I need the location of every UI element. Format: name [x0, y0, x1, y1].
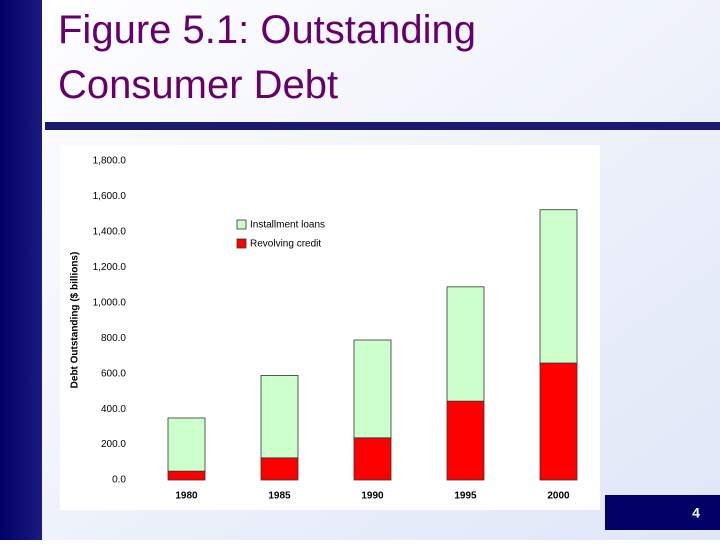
x-tick-label: 1985: [268, 491, 291, 502]
legend-swatch: [236, 219, 247, 230]
page-number-box: [605, 495, 720, 530]
bar-segment: [353, 437, 392, 481]
bar-segment: [167, 470, 206, 481]
y-tick-label: 1,400.0: [93, 227, 127, 238]
legend-swatch: [236, 238, 247, 249]
x-tick-label: 1990: [361, 491, 384, 502]
plot-area: [60, 145, 600, 510]
bar-segment: [446, 400, 485, 481]
y-tick-label: 400.0: [101, 404, 126, 415]
y-axis-label: Debt Outstanding ($ billions): [70, 252, 81, 389]
x-tick-label: 1995: [454, 491, 477, 502]
side-strip: [0, 0, 42, 540]
y-tick-label: 800.0: [101, 333, 126, 344]
y-tick-label: 1,000.0: [93, 297, 127, 308]
x-tick-label: 2000: [547, 491, 570, 502]
y-tick-label: 0.0: [112, 475, 126, 486]
page-number: 4: [692, 505, 700, 521]
bar-segment: [260, 457, 299, 481]
y-tick-label: 1,800.0: [93, 156, 127, 167]
legend-label: Revolving credit: [250, 239, 321, 250]
y-tick-label: 1,600.0: [93, 191, 127, 202]
y-tick-label: 200.0: [101, 439, 126, 450]
chart: 0.0 200.0 400.0 600.0 800.0 1,000.0 1,200.0 1,4…: [93, 156, 578, 502]
bar-segment: [446, 286, 485, 402]
bar-segment: [353, 339, 392, 439]
title-rule: [45, 122, 720, 130]
bar-segment: [167, 417, 206, 472]
x-tick-label: 1980: [175, 491, 198, 502]
bar-segment: [260, 375, 299, 459]
slide-title: Figure 5.1: Outstanding Consumer Debt: [58, 8, 476, 107]
bar-segment: [539, 209, 578, 364]
y-tick-label: 1,200.0: [93, 262, 127, 273]
bar-segment: [539, 362, 578, 481]
y-tick-label: 600.0: [101, 368, 126, 379]
legend-label: Installment loans: [250, 220, 325, 231]
